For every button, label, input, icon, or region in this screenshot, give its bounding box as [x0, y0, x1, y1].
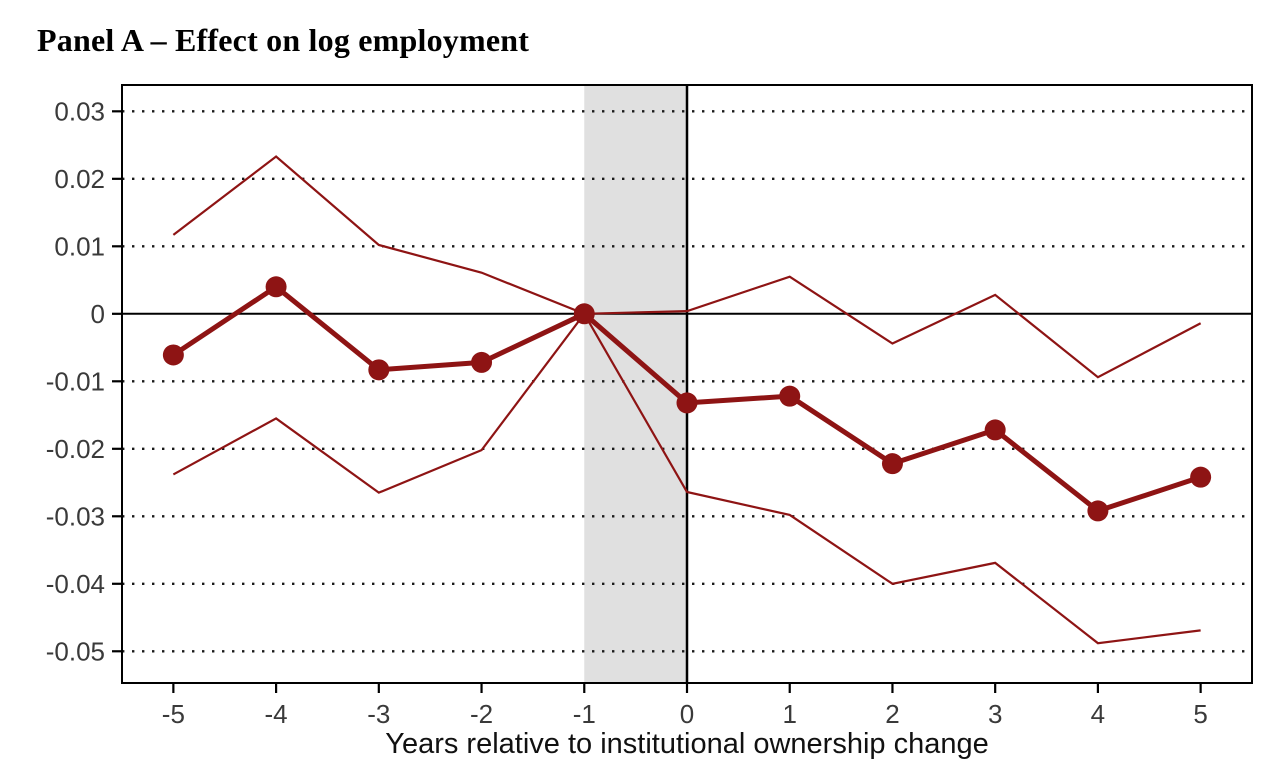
x-tick-label: -5	[162, 699, 185, 729]
x-tick-label: 4	[1091, 699, 1105, 729]
y-tick-label: 0.02	[54, 164, 105, 194]
estimate-point	[265, 276, 287, 298]
estimate-point	[676, 392, 698, 414]
estimate-point	[779, 385, 801, 407]
estimate-point	[573, 303, 595, 325]
estimate-point	[984, 419, 1006, 441]
x-tick-label: 5	[1193, 699, 1207, 729]
estimate-point	[162, 344, 184, 366]
x-tick-label: 2	[885, 699, 899, 729]
x-axis-title: Years relative to institutional ownershi…	[385, 728, 989, 760]
y-tick-label: -0.01	[46, 366, 105, 396]
x-tick-label: 0	[680, 699, 694, 729]
estimate-point	[1190, 466, 1212, 488]
x-tick-label: -3	[367, 699, 390, 729]
estimate-point	[471, 351, 493, 373]
estimate-point	[368, 359, 390, 381]
ci-upper-line	[172, 155, 1202, 379]
y-tick-label: 0.03	[54, 96, 105, 126]
x-tick-label: 1	[782, 699, 796, 729]
y-tick-label: 0	[91, 299, 105, 329]
x-tick-label: 3	[988, 699, 1002, 729]
panel-title: Panel A – Effect on log employment	[37, 22, 530, 58]
x-tick-label: -2	[470, 699, 493, 729]
x-tick-label: -4	[265, 699, 288, 729]
estimate-point	[881, 453, 903, 475]
y-tick-label: -0.04	[46, 569, 105, 599]
y-tick-label: -0.03	[46, 501, 105, 531]
y-tick-label: -0.05	[46, 636, 105, 666]
x-tick-label: -1	[573, 699, 596, 729]
estimate-point	[1087, 500, 1109, 522]
y-tick-label: -0.02	[46, 434, 105, 464]
pre-period-shade	[584, 85, 687, 683]
ci-lower-line	[172, 311, 1201, 645]
y-tick-label: 0.01	[54, 231, 105, 261]
